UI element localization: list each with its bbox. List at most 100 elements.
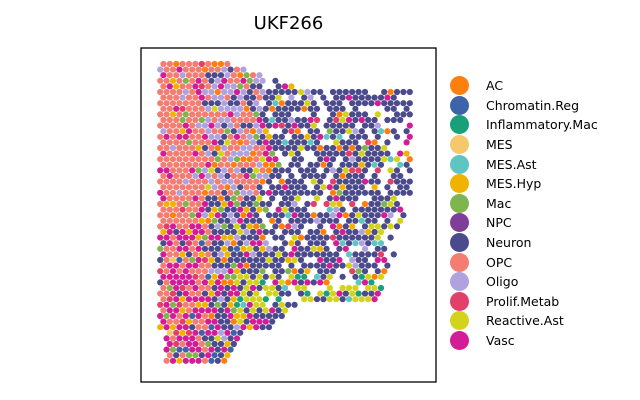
spot-ac bbox=[214, 88, 221, 96]
spot-vasc bbox=[211, 329, 218, 336]
spot-vasc bbox=[176, 245, 183, 252]
spot-opc bbox=[173, 172, 180, 180]
spot-neuron bbox=[285, 200, 292, 208]
spot-neuron bbox=[304, 200, 311, 208]
spot-opc bbox=[205, 284, 212, 292]
spot-neuron bbox=[320, 273, 327, 280]
spot-ac bbox=[259, 178, 266, 185]
spot-neuron bbox=[201, 290, 209, 297]
spot-mac bbox=[246, 77, 253, 84]
spot-prolif-metab bbox=[329, 234, 337, 241]
spot-opc bbox=[169, 88, 177, 96]
spot-mes-ast bbox=[355, 279, 362, 286]
spot-reactive-ast bbox=[301, 284, 308, 292]
spot-reactive-ast bbox=[208, 167, 215, 174]
spot-opc bbox=[157, 290, 164, 297]
spot-mac bbox=[189, 212, 196, 219]
spot-neuron bbox=[214, 200, 221, 208]
spot-neuron bbox=[365, 161, 372, 168]
spot-reactive-ast bbox=[288, 150, 295, 157]
spot-vasc bbox=[317, 279, 324, 286]
spot-neuron bbox=[307, 262, 314, 269]
spot-prolif-metab bbox=[374, 167, 381, 174]
spot-opc bbox=[192, 105, 199, 112]
spot-neuron bbox=[157, 279, 164, 286]
spot-neuron bbox=[349, 111, 356, 118]
spot-opc bbox=[192, 116, 199, 124]
spot-neuron bbox=[297, 245, 305, 252]
spot-oligo bbox=[224, 83, 231, 90]
spot-oligo bbox=[253, 100, 260, 107]
spot-opc bbox=[189, 88, 196, 96]
spot-opc bbox=[243, 161, 250, 168]
spot-neuron bbox=[384, 139, 391, 146]
spot-neuron bbox=[288, 161, 295, 168]
spot-vasc bbox=[224, 329, 231, 336]
spot-neuron bbox=[339, 128, 346, 135]
spot-vasc bbox=[374, 100, 381, 107]
spot-neuron bbox=[259, 324, 266, 331]
spot-mes bbox=[169, 256, 177, 264]
spot-oligo bbox=[256, 161, 263, 168]
spot-opc bbox=[240, 111, 247, 118]
spot-neuron bbox=[176, 290, 183, 297]
spot-neuron bbox=[201, 100, 209, 107]
spot-neuron bbox=[272, 111, 279, 118]
spot-opc bbox=[227, 77, 234, 84]
spot-opc bbox=[166, 72, 173, 79]
spot-oligo bbox=[262, 172, 269, 180]
spot-opc bbox=[189, 290, 196, 297]
spot-oligo bbox=[221, 144, 228, 152]
spot-neuron bbox=[259, 111, 266, 118]
spot-prolif-metab bbox=[198, 60, 205, 68]
spot-oligo bbox=[230, 105, 237, 112]
spot-neuron bbox=[313, 172, 321, 180]
spot-opc bbox=[198, 105, 205, 112]
spot-opc bbox=[217, 128, 225, 135]
spot-neuron bbox=[249, 105, 257, 112]
spot-reactive-ast bbox=[301, 296, 308, 303]
spot-neuron bbox=[320, 296, 327, 303]
spot-neuron bbox=[336, 88, 343, 96]
spot-neuron bbox=[339, 161, 346, 168]
spot-neuron bbox=[291, 301, 298, 308]
spot-neuron bbox=[240, 223, 247, 230]
spot-neuron bbox=[393, 189, 401, 196]
spot-oligo bbox=[256, 72, 263, 79]
spot-reactive-ast bbox=[253, 167, 260, 174]
spot-vasc bbox=[198, 94, 205, 101]
spot-opc bbox=[160, 105, 167, 112]
spot-opc bbox=[189, 245, 196, 252]
spot-reactive-ast bbox=[326, 284, 333, 292]
spot-reactive-ast bbox=[259, 301, 266, 308]
spot-vasc bbox=[374, 290, 381, 297]
spot-neuron bbox=[339, 94, 346, 101]
legend-marker bbox=[450, 311, 469, 331]
spot-opc bbox=[230, 139, 237, 146]
spot-chromatin-reg bbox=[211, 352, 218, 359]
spot-mes-hyp bbox=[221, 200, 228, 208]
spot-neuron bbox=[240, 200, 247, 208]
spot-opc bbox=[182, 100, 189, 107]
spot-neuron bbox=[297, 223, 305, 230]
spot-neuron bbox=[317, 156, 324, 163]
spot-vasc bbox=[381, 256, 388, 264]
spot-opc bbox=[214, 66, 221, 73]
spot-opc bbox=[201, 324, 209, 331]
spot-vasc bbox=[262, 150, 269, 157]
spot-mes-hyp bbox=[246, 324, 253, 331]
spot-neuron bbox=[224, 262, 231, 269]
spot-neuron bbox=[221, 324, 228, 331]
spot-neuron bbox=[307, 161, 314, 168]
spot-oligo bbox=[227, 212, 234, 219]
spot-opc bbox=[237, 116, 244, 124]
spot-opc bbox=[157, 178, 164, 185]
spot-neuron bbox=[365, 116, 372, 124]
spot-opc bbox=[176, 178, 183, 185]
spot-vasc bbox=[157, 167, 164, 174]
spot-neuron bbox=[320, 172, 327, 180]
spot-chromatin-reg bbox=[176, 256, 183, 264]
spot-vasc bbox=[211, 318, 218, 325]
spot-neuron bbox=[333, 105, 340, 112]
spot-vasc bbox=[179, 228, 186, 236]
